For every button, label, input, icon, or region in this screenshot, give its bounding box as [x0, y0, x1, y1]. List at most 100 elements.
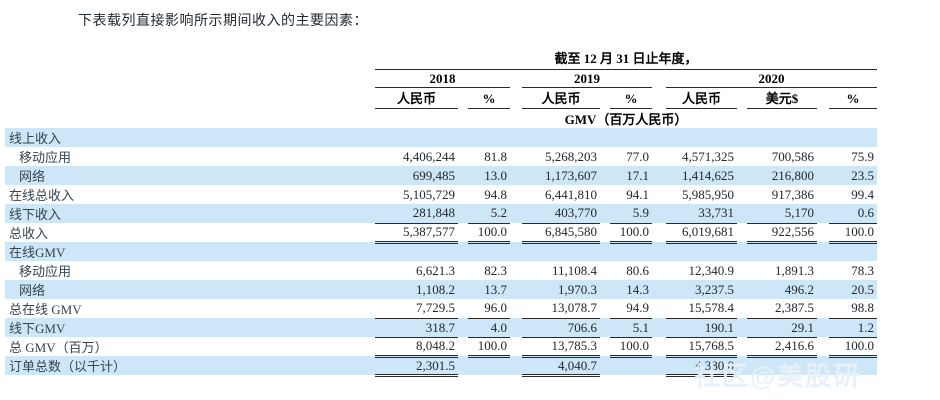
currency-header-row: 人民币 % 人民币 % 人民币 美元$ % — [5, 87, 877, 109]
col-2019-pct: % — [610, 87, 652, 109]
year-2020: 2020 — [666, 69, 877, 88]
cell-value: 82.3 — [484, 262, 507, 278]
row-mobile-app-gmv: 移动应用 6,621.3 82.3 11,108.4 80.6 12,340.9… — [5, 261, 877, 280]
row-label: 线下GMV — [5, 318, 375, 337]
row-offline-gmv: 线下GMV 318.7 4.0 706.6 5.1 190.1 29.1 1.2 — [5, 318, 877, 338]
cell-value: 6,019,681 — [666, 223, 737, 244]
cell-value: 706.6 — [522, 318, 600, 338]
row-label: 在线GMV — [5, 242, 375, 261]
row-label: 总在线 GMV — [9, 302, 82, 317]
cell-value: 281,848 — [375, 204, 458, 224]
row-mobile-app-revenue: 移动应用 4,406,244 81.8 5,268,203 77.0 4,571… — [5, 147, 877, 166]
cell-value: 699,485 — [375, 166, 458, 185]
revenue-factors-table: 截至 12 月 31 日止年度， 2018 2019 2020 人民币 % 人民… — [5, 44, 877, 377]
cell-value: 4,380.0 — [666, 356, 737, 377]
cell-value: 13,785.3 — [522, 337, 600, 358]
cell-value: 1,173,607 — [522, 166, 600, 185]
cell-value: 11,108.4 — [551, 262, 597, 278]
col-2018-pct: % — [468, 87, 510, 109]
cell-value: 5,170 — [747, 204, 817, 224]
row-label: 网络 — [5, 166, 375, 185]
cell-value: 4,406,244 — [403, 148, 455, 164]
cell-value: 1,414,625 — [666, 166, 737, 185]
table-body: 线上收入 移动应用 4,406,244 81.8 5,268,203 77.0 … — [5, 128, 877, 377]
col-2020-pct: % — [829, 87, 877, 109]
cell-value: 403,770 — [522, 204, 600, 224]
cell-value: 4,040.7 — [522, 356, 600, 377]
cell-value: 80.6 — [626, 262, 649, 278]
cell-value: 496.2 — [747, 280, 817, 299]
row-total-gmv: 总 GMV（百万） 8,048.2 100.0 13,785.3 100.0 1… — [5, 337, 877, 358]
row-label: 总 GMV（百万） — [9, 340, 108, 355]
cell-value: 13,078.7 — [522, 299, 600, 319]
col-2019-rmb: 人民币 — [522, 87, 600, 109]
cell-value: 1,108.2 — [375, 280, 458, 299]
cell-value: 29.1 — [747, 318, 817, 338]
cell-value: 78.3 — [851, 262, 874, 278]
cell-value: 6,441,810 — [545, 186, 597, 202]
cell-value: 100.0 — [468, 337, 510, 358]
cell-value: 5,268,203 — [545, 148, 597, 164]
cell-value: 700,586 — [771, 148, 814, 164]
cell-value: 81.8 — [484, 148, 507, 164]
cell-value — [468, 356, 510, 375]
cell-value: 917,386 — [771, 186, 814, 202]
cell-value: 922,556 — [747, 223, 817, 244]
cell-value: 4.0 — [468, 318, 510, 338]
cell-value: 2,301.5 — [375, 356, 458, 377]
cell-value: 8,048.2 — [375, 337, 458, 358]
cell-value: 216,800 — [747, 166, 817, 185]
row-label: 线上收入 — [5, 128, 375, 147]
cell-value: 100.0 — [829, 223, 877, 244]
row-label: 总收入 — [9, 226, 49, 241]
year-2018: 2018 — [375, 69, 510, 88]
cell-value: 23.5 — [829, 166, 877, 185]
cell-value: 100.0 — [610, 223, 652, 244]
row-online-revenue-section: 线上收入 — [5, 128, 877, 147]
cell-value: 5,985,950 — [682, 186, 734, 202]
cell-value: 1,891.3 — [775, 262, 814, 278]
cell-value: 96.0 — [468, 299, 510, 319]
cell-value: 318.7 — [375, 318, 458, 338]
page-title: 下表载列直接影响所示期间收入的主要因素： — [78, 14, 368, 29]
cell-value: 20.5 — [829, 280, 877, 299]
cell-value: 12,340.9 — [688, 262, 735, 278]
cell-value: 5,387,577 — [375, 223, 458, 244]
cell-value: 5.9 — [610, 204, 652, 224]
row-label: 移动应用 — [19, 264, 72, 279]
row-total-online-revenue: 在线总收入 5,105,729 94.8 6,441,810 94.1 5,98… — [5, 185, 877, 204]
row-offline-revenue: 线下收入 281,848 5.2 403,770 5.9 33,731 5,17… — [5, 204, 877, 224]
cell-value: 6,845,580 — [522, 223, 600, 244]
cell-value: 15,578.4 — [666, 299, 737, 319]
cell-value: 99.4 — [851, 186, 874, 202]
gmv-caption: GMV（百万人民币） — [564, 112, 688, 127]
cell-value — [747, 356, 817, 375]
cell-value: 13.0 — [468, 166, 510, 185]
cell-value: 75.9 — [851, 148, 874, 164]
year-2019: 2019 — [522, 69, 652, 88]
cell-value: 2,387.5 — [747, 299, 817, 319]
cell-value: 3,237.5 — [666, 280, 737, 299]
cell-value: 94.8 — [484, 186, 507, 202]
row-label: 在线总收入 — [9, 188, 75, 203]
cell-value: 190.1 — [666, 318, 737, 338]
row-total-online-gmv: 总在线 GMV 7,729.5 96.0 13,078.7 94.9 15,57… — [5, 299, 877, 319]
cell-value: 5,105,729 — [403, 186, 455, 202]
row-total-orders: 订单总数（以千计） 2,301.5 4,040.7 4,380.0 — [5, 356, 877, 377]
cell-value — [610, 356, 652, 375]
col-2020-rmb: 人民币 — [666, 87, 737, 109]
cell-value: 7,729.5 — [375, 299, 458, 319]
gmv-caption-row: GMV（百万人民币） — [5, 109, 877, 129]
row-label: 移动应用 — [19, 150, 72, 165]
period-header: 截至 12 月 31 日止年度， — [375, 44, 877, 70]
watermark: 社区@美股研 — [694, 361, 862, 391]
cell-value: 0.6 — [829, 204, 877, 224]
cell-value: 5.1 — [610, 318, 652, 338]
year-header-row: 2018 2019 2020 — [5, 69, 877, 88]
row-total-revenue: 总收入 5,387,577 100.0 6,845,580 100.0 6,01… — [5, 223, 877, 244]
cell-value: 94.1 — [626, 186, 649, 202]
col-2018-rmb: 人民币 — [375, 87, 458, 109]
row-label: 订单总数（以千计） — [5, 356, 375, 375]
cell-value: 5.2 — [468, 204, 510, 224]
